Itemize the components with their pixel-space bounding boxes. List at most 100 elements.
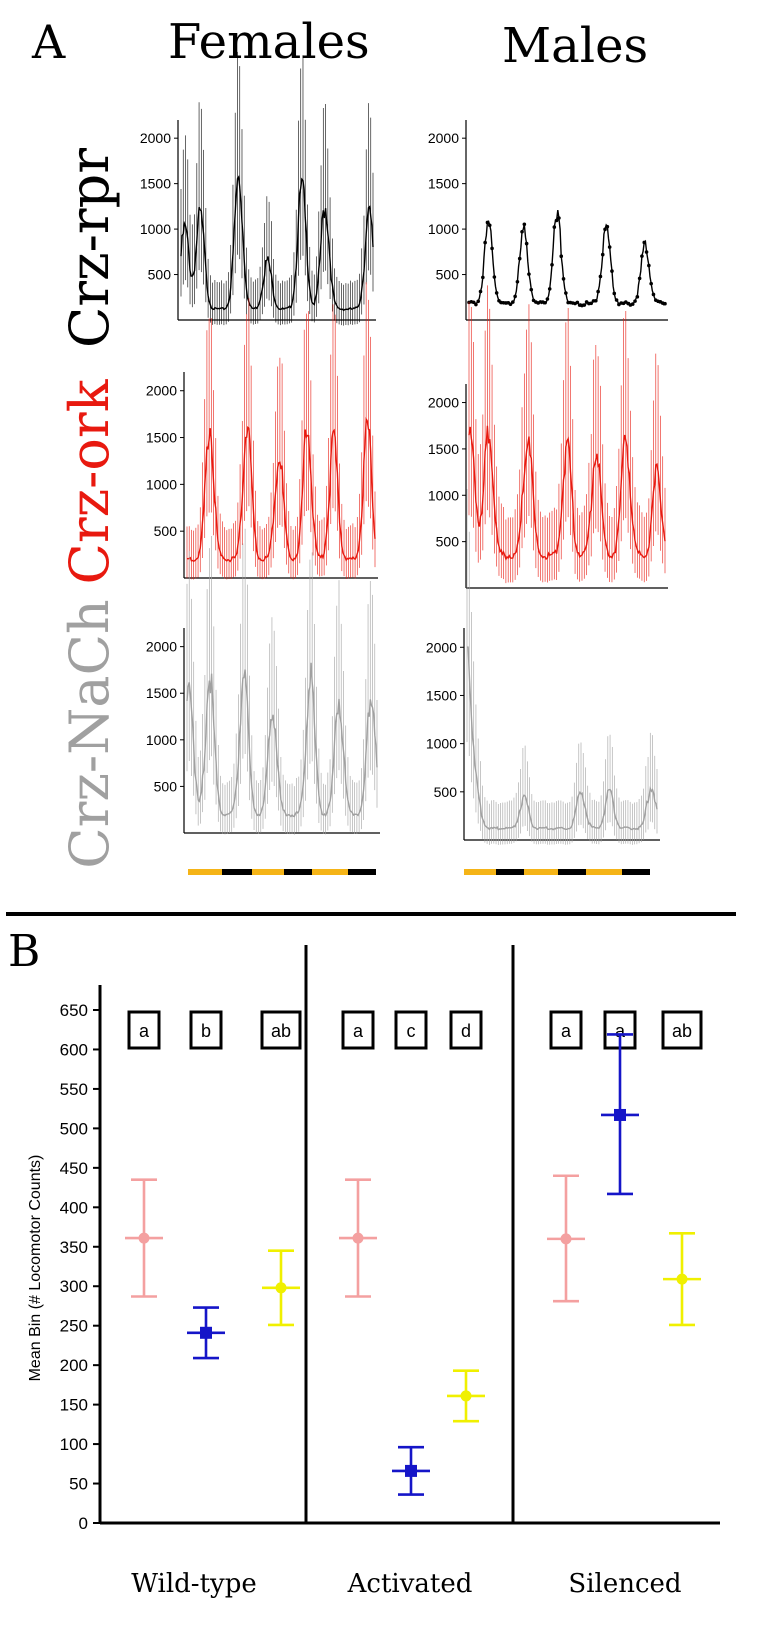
y-tick-label: 50: [69, 1475, 88, 1494]
data-point: [520, 230, 524, 234]
data-point: [614, 298, 619, 302]
significance-box: [549, 1010, 583, 1050]
data-point: [605, 224, 610, 229]
data-point-group: [187, 1306, 225, 1360]
significance-letter: a: [353, 1021, 364, 1041]
mean-marker: [138, 1232, 150, 1244]
data-point: [492, 275, 497, 279]
data-point: [637, 276, 642, 281]
data-point: [596, 289, 600, 294]
data-point-group: [447, 1369, 485, 1423]
data-point-group: [547, 1174, 585, 1303]
activity-trace: [466, 646, 658, 831]
significance-box: [341, 1010, 375, 1050]
group-label: Silenced: [568, 1569, 681, 1599]
y-tick-label: 500: [148, 267, 172, 283]
light-segment: [464, 869, 496, 875]
significance-letter: ab: [271, 1021, 291, 1041]
data-point-group: [262, 1249, 300, 1327]
y-tick-label: 650: [60, 1001, 88, 1020]
data-point: [515, 280, 520, 284]
data-point: [524, 241, 529, 246]
data-point: [561, 277, 566, 281]
data-point: [522, 222, 527, 227]
locomotor-chart: 0 50 100 150 200 250 300 350 400 450 500 550 600 650 M…: [27, 945, 720, 1599]
significance-box: [661, 1010, 703, 1050]
error-bars: [468, 285, 666, 584]
data-point: [589, 301, 594, 306]
y-tick-label: 2000: [428, 395, 459, 411]
y-tick-label: 1000: [146, 476, 177, 492]
data-point: [511, 300, 515, 304]
y-tick-label: 2000: [146, 383, 177, 399]
data-point: [635, 295, 640, 299]
y-tick-label: 1500: [146, 430, 177, 446]
y-tick-label: 400: [60, 1198, 88, 1217]
significance-box: [127, 1010, 161, 1050]
dark-segment: [558, 869, 586, 875]
data-point: [485, 220, 490, 225]
y-tick-label: 1000: [140, 221, 171, 237]
column-label-females: Females: [168, 14, 370, 70]
data-point: [582, 303, 587, 307]
data-point: [552, 225, 557, 229]
y-tick-label: 500: [436, 534, 460, 550]
y-tick-label: 300: [60, 1277, 88, 1296]
y-tick-label: 1500: [428, 176, 459, 192]
y-tick-label: 1500: [428, 441, 459, 457]
error-bars: [186, 528, 378, 835]
data-point-group: [601, 1033, 639, 1196]
activity-trace: [186, 662, 378, 818]
data-point: [644, 250, 649, 254]
data-point: [647, 263, 651, 268]
y-tick-label: 0: [79, 1514, 88, 1533]
data-point: [487, 223, 492, 228]
y-tick-label: 500: [154, 523, 178, 539]
y-tick-label: 200: [60, 1356, 88, 1375]
data-point: [490, 246, 494, 251]
y-tick-label: 500: [436, 267, 460, 283]
significance-letter: ab: [672, 1021, 692, 1041]
light-segment: [586, 869, 622, 875]
data-point: [575, 300, 580, 305]
activity-panel-crz-ork-females: 2000 1500 1000 500: [146, 282, 378, 580]
data-point: [594, 298, 598, 303]
dark-segment: [348, 869, 376, 875]
y-tick-label: 500: [60, 1119, 88, 1138]
data-point-group: [125, 1178, 163, 1298]
activity-trace: [468, 425, 666, 562]
row-label-crz-rpr: Crz-rpr: [58, 148, 121, 348]
data-point: [564, 291, 568, 295]
data-point: [474, 302, 478, 307]
data-point-group: [663, 1232, 701, 1327]
activity-panel-crz-ork-males: 2000 1500 1000 500: [428, 285, 668, 589]
data-point-group: [392, 1445, 430, 1496]
y-tick-label: 1500: [426, 687, 457, 703]
activity-panel-crz-rpr-females: 2000 1500 1000 500: [140, 51, 376, 326]
y-tick-label: 450: [60, 1159, 88, 1178]
y-tick-label: 550: [60, 1080, 88, 1099]
data-point: [476, 299, 481, 304]
light-dark-bar-females: [188, 869, 376, 875]
data-point: [651, 292, 656, 297]
mean-marker: [560, 1233, 572, 1245]
light-segment: [524, 869, 558, 875]
group-silenced: Silenced a a ab: [547, 1010, 703, 1599]
dark-segment: [284, 869, 312, 875]
y-tick-label: 2000: [428, 130, 459, 146]
y-tick-label: 100: [60, 1435, 88, 1454]
column-label-males: Males: [502, 18, 648, 74]
mean-marker: [614, 1108, 626, 1121]
activity-panel-crz-rpr-males: 2000 1500 1000 500: [428, 120, 668, 321]
activity-trace: [180, 175, 374, 312]
data-point: [559, 254, 564, 259]
mean-marker: [275, 1282, 287, 1294]
data-point: [598, 274, 603, 279]
y-tick-label: 600: [60, 1040, 88, 1059]
data-point: [527, 272, 531, 276]
data-point: [633, 299, 637, 303]
data-point: [603, 227, 607, 232]
y-tick-label: 1000: [426, 736, 457, 752]
